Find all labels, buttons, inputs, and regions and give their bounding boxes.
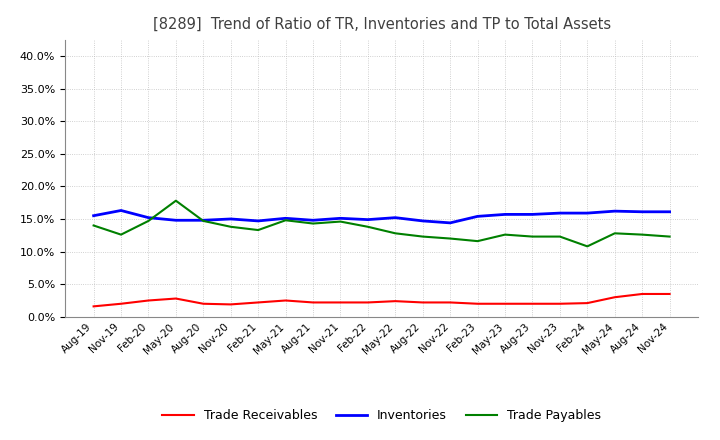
Inventories: [254, 218, 263, 224]
Legend: Trade Receivables, Inventories, Trade Payables: Trade Receivables, Inventories, Trade Pa…: [157, 404, 606, 427]
Inventories: [611, 209, 619, 214]
Inventories: [391, 215, 400, 220]
Line: Inventories: Inventories: [94, 210, 670, 223]
Trade Receivables: [638, 291, 647, 297]
Inventories: [309, 218, 318, 223]
Trade Receivables: [89, 304, 98, 309]
Inventories: [528, 212, 537, 217]
Trade Receivables: [364, 300, 372, 305]
Trade Payables: [528, 234, 537, 239]
Trade Payables: [500, 232, 509, 237]
Trade Payables: [117, 232, 125, 237]
Trade Payables: [556, 234, 564, 239]
Inventories: [583, 210, 592, 216]
Trade Receivables: [117, 301, 125, 306]
Trade Payables: [611, 231, 619, 236]
Trade Payables: [638, 232, 647, 237]
Line: Trade Receivables: Trade Receivables: [94, 294, 670, 306]
Trade Receivables: [473, 301, 482, 306]
Trade Receivables: [446, 300, 454, 305]
Trade Payables: [199, 218, 207, 224]
Trade Payables: [309, 221, 318, 226]
Trade Receivables: [226, 302, 235, 307]
Inventories: [226, 216, 235, 222]
Inventories: [500, 212, 509, 217]
Trade Payables: [418, 234, 427, 239]
Trade Receivables: [144, 298, 153, 303]
Inventories: [473, 214, 482, 219]
Inventories: [638, 209, 647, 214]
Trade Receivables: [528, 301, 537, 306]
Inventories: [171, 218, 180, 223]
Trade Receivables: [309, 300, 318, 305]
Trade Payables: [446, 236, 454, 241]
Inventories: [199, 218, 207, 223]
Trade Receivables: [282, 298, 290, 303]
Inventories: [418, 218, 427, 224]
Inventories: [364, 217, 372, 222]
Inventories: [336, 216, 345, 221]
Trade Payables: [254, 227, 263, 233]
Inventories: [144, 215, 153, 220]
Inventories: [556, 210, 564, 216]
Trade Payables: [171, 198, 180, 203]
Trade Payables: [89, 223, 98, 228]
Trade Receivables: [418, 300, 427, 305]
Trade Receivables: [336, 300, 345, 305]
Trade Receivables: [500, 301, 509, 306]
Trade Receivables: [391, 298, 400, 304]
Trade Payables: [473, 238, 482, 244]
Trade Receivables: [254, 300, 263, 305]
Trade Payables: [583, 244, 592, 249]
Trade Payables: [391, 231, 400, 236]
Trade Receivables: [199, 301, 207, 306]
Trade Receivables: [583, 301, 592, 306]
Trade Payables: [336, 219, 345, 224]
Trade Payables: [364, 224, 372, 229]
Inventories: [89, 213, 98, 218]
Trade Receivables: [665, 291, 674, 297]
Trade Receivables: [171, 296, 180, 301]
Inventories: [446, 220, 454, 226]
Trade Receivables: [556, 301, 564, 306]
Trade Payables: [226, 224, 235, 229]
Trade Payables: [144, 218, 153, 224]
Inventories: [282, 216, 290, 221]
Line: Trade Payables: Trade Payables: [94, 201, 670, 246]
Inventories: [117, 208, 125, 213]
Title: [8289]  Trend of Ratio of TR, Inventories and TP to Total Assets: [8289] Trend of Ratio of TR, Inventories…: [153, 16, 611, 32]
Inventories: [665, 209, 674, 214]
Trade Receivables: [611, 295, 619, 300]
Trade Payables: [282, 218, 290, 223]
Trade Payables: [665, 234, 674, 239]
